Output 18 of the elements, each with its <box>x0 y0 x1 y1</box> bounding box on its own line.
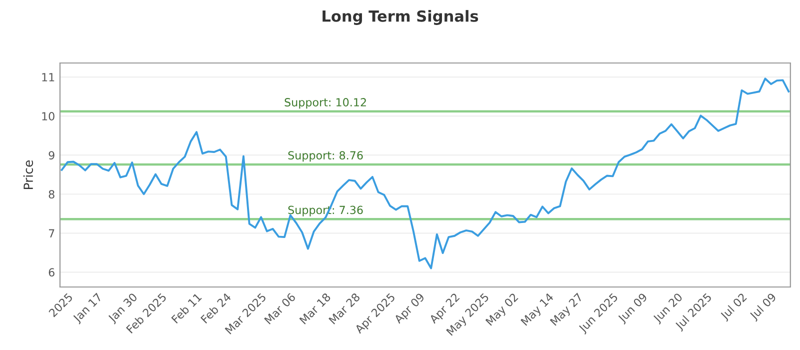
ref-line-label: Support: 8.76 <box>288 151 363 162</box>
x-tick-label: Feb 11 <box>170 292 202 324</box>
x-tick-label: Jul 09 <box>748 292 778 322</box>
x-tick-label: Apr 09 <box>393 292 426 326</box>
x-tick-label: Feb 24 <box>200 292 232 324</box>
y-tick-label: 11 <box>42 73 54 82</box>
y-tick-label: 9 <box>48 151 54 160</box>
chart-title: Long Term Signals <box>322 10 478 25</box>
y-tick-label: 7 <box>48 229 54 238</box>
y-tick-label: 8 <box>48 190 54 198</box>
line-series <box>60 78 790 270</box>
x-tick-label: Jul 02 <box>719 292 748 322</box>
x-tick-label: Jan 17 <box>72 292 104 324</box>
y-tick-label: 6 <box>48 268 54 277</box>
y-axis-title: Price <box>23 160 34 190</box>
ref-line-label: Support: 10.12 <box>284 98 366 109</box>
x-tick-label: Jun 09 <box>617 292 650 325</box>
y-tick-label: 10 <box>42 112 54 120</box>
